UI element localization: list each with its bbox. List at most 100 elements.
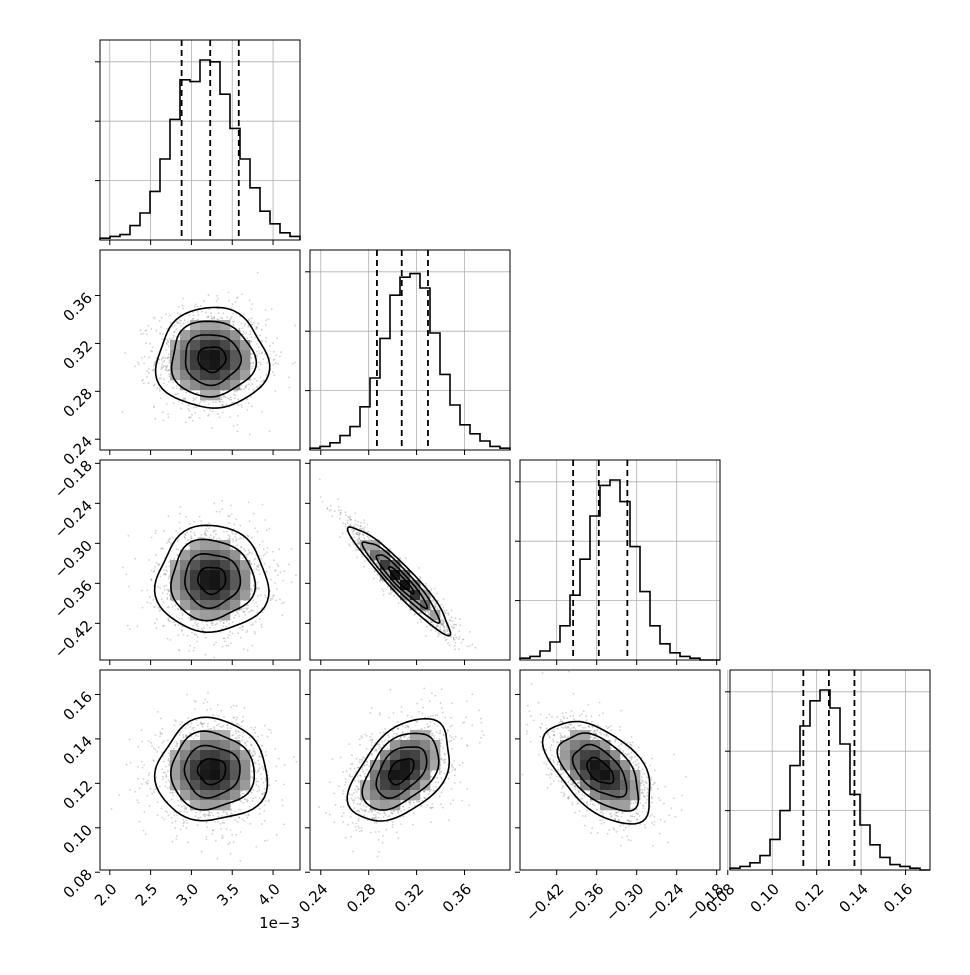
sample-point [158, 747, 160, 749]
sample-point [173, 337, 175, 339]
sample-point [244, 614, 246, 616]
sample-point [235, 731, 237, 733]
sample-point [174, 325, 176, 327]
sample-point [220, 823, 222, 825]
sample-point [161, 768, 163, 770]
sample-point [167, 370, 169, 372]
sample-point [163, 420, 165, 422]
sample-point [272, 551, 274, 553]
sample-point [241, 629, 243, 631]
sample-point [222, 822, 224, 824]
sample-point [176, 835, 178, 837]
sample-point [239, 734, 241, 736]
sample-point [177, 393, 179, 395]
sample-point [281, 603, 283, 605]
sample-point [163, 365, 165, 367]
sample-point [230, 829, 232, 831]
sample-point [225, 626, 227, 628]
sample-point [443, 610, 445, 612]
sample-point [251, 553, 253, 555]
sample-point [200, 816, 202, 818]
sample-point [151, 369, 153, 371]
sample-point [156, 562, 158, 564]
sample-point [207, 530, 209, 532]
sample-point [189, 410, 191, 412]
sample-point [294, 362, 296, 364]
sample-point [162, 776, 164, 778]
sample-point [237, 424, 239, 426]
sample-point [236, 538, 238, 540]
sample-point [172, 381, 174, 383]
sample-point [161, 366, 163, 368]
sample-point [258, 770, 260, 772]
sample-point [161, 742, 163, 744]
sample-point [249, 331, 251, 333]
sample-point [217, 821, 219, 823]
sample-point [216, 318, 218, 320]
sample-point [164, 586, 166, 588]
sample-point [234, 524, 236, 526]
density-cell [240, 750, 250, 760]
sample-point [209, 537, 211, 539]
sample-point [234, 819, 236, 821]
sample-point [258, 564, 260, 566]
sample-point [255, 326, 257, 328]
sample-point [255, 328, 257, 330]
sample-point [273, 374, 275, 376]
sample-point [180, 829, 182, 831]
sample-point [203, 633, 205, 635]
density-cell [240, 760, 250, 770]
sample-point [207, 723, 209, 725]
sample-point [183, 821, 185, 823]
sample-point [243, 793, 245, 795]
sample-point [186, 532, 188, 534]
sample-point [168, 353, 170, 355]
sample-point [269, 784, 271, 786]
sample-point [235, 394, 237, 396]
sample-point [248, 611, 250, 613]
sample-point [165, 585, 167, 587]
sample-point [258, 353, 260, 355]
density-cell [190, 560, 200, 570]
sample-point [268, 729, 270, 731]
sample-point [197, 636, 199, 638]
sample-point [209, 409, 211, 411]
sample-point [193, 400, 195, 402]
sample-point [197, 314, 199, 316]
sample-point [193, 650, 195, 652]
sample-point [251, 303, 253, 305]
panel-content [319, 479, 477, 651]
sample-point [192, 420, 194, 422]
sample-point [141, 761, 143, 763]
sample-point [188, 315, 190, 317]
scatter-panel-0-1 [95, 250, 302, 465]
sample-point [208, 522, 210, 524]
sample-point [163, 625, 165, 627]
sample-point [168, 779, 170, 781]
sample-point [148, 325, 150, 327]
sample-point [226, 724, 228, 726]
sample-point [265, 341, 267, 343]
sample-point [255, 781, 257, 783]
sample-point [238, 731, 240, 733]
sample-point [253, 789, 255, 791]
sample-point [257, 780, 259, 782]
sample-point [246, 630, 248, 632]
sample-point [154, 623, 156, 625]
sample-point [167, 413, 169, 415]
sample-point [164, 772, 166, 774]
sample-point [172, 841, 174, 843]
sample-point [248, 501, 250, 503]
sample-point [153, 747, 155, 749]
sample-point [137, 625, 139, 627]
sample-point [198, 537, 200, 539]
sample-point [145, 342, 147, 344]
sample-point [204, 699, 206, 701]
sample-point [211, 427, 213, 429]
sample-point [190, 535, 192, 537]
sample-point [182, 613, 184, 615]
sample-point [203, 300, 205, 302]
sample-point [169, 315, 171, 317]
sample-point [233, 394, 235, 396]
sample-point [256, 386, 258, 388]
